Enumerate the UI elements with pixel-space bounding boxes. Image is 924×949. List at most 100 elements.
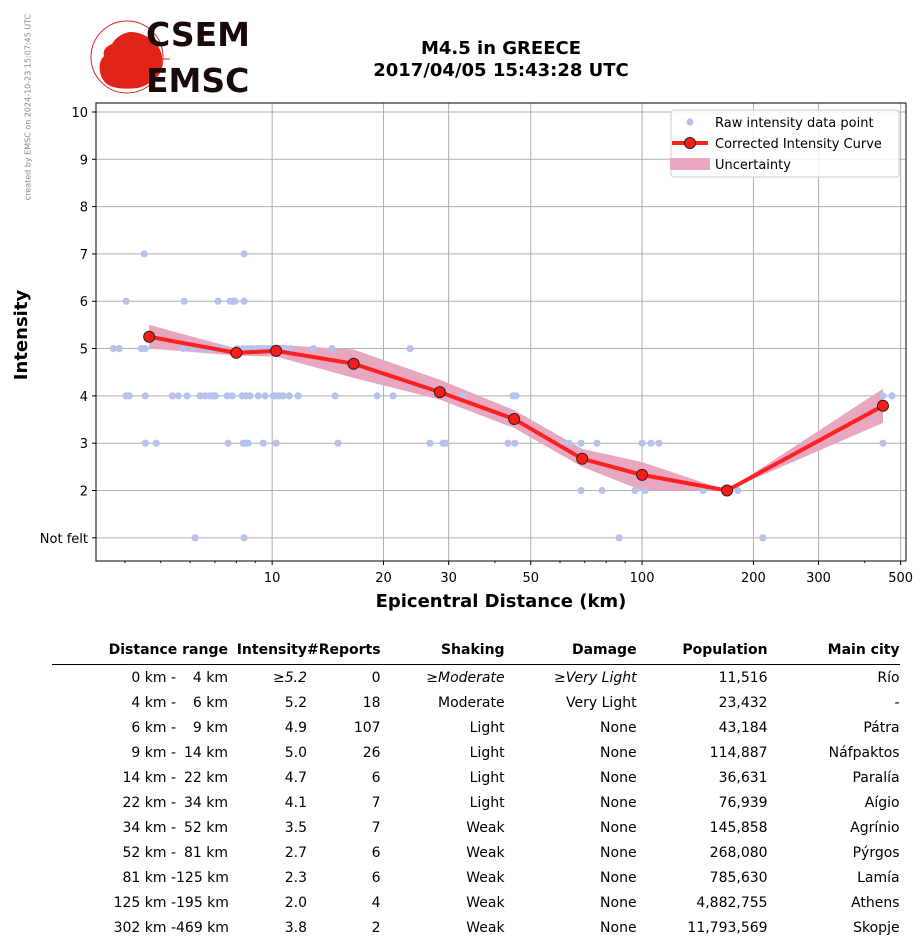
cell-distance-range: 302 km -469 km [52,915,229,940]
curve-marker [721,484,734,497]
cell-shaking: Weak [466,869,505,886]
raw-data-point [211,392,219,400]
table-row: 81 km -125 km 2.3 6 Weak None 785,630 Lamía [52,865,900,890]
x-tick-label: 10 [264,571,281,586]
raw-data-point [246,392,254,400]
cell-intensity: 3.8 [284,919,307,936]
cell-distance-range: 52 km - 81 km [52,840,228,865]
cell-distance-range: 6 km - 9 km [52,715,228,740]
raw-data-point [223,392,231,400]
raw-data-point [261,392,269,400]
raw-data-point [577,439,585,447]
cell-city: Río [877,669,900,686]
cell-shaking: Light [469,794,505,811]
cell-reports: 6 [371,844,381,861]
y-axis-label: Intensity [11,290,32,381]
raw-data-point [244,439,252,447]
raw-data-point [647,439,655,447]
raw-data-point [334,439,342,447]
cell-damage: None [600,819,637,836]
raw-data-point [183,392,191,400]
raw-data-point [389,392,397,400]
raw-data-point [734,486,742,495]
raw-data-point [459,392,467,400]
raw-data-point [641,486,649,495]
range-from: 4 km - [131,694,176,711]
range-from: 9 km - [131,744,176,761]
range-from: 52 km - [122,844,176,861]
x-tick-label: 30 [440,571,457,586]
raw-data-point [196,392,204,400]
raw-data-point [577,486,585,495]
raw-data-point [272,439,280,447]
cell-reports: 6 [371,769,381,786]
cell-shaking: Weak [466,844,505,861]
y-tick-label: 9 [80,153,88,168]
raw-data-point [593,439,601,447]
curve-marker [636,468,649,481]
range-from: 125 km - [113,894,176,911]
range-to: 195 km [176,894,229,911]
cell-shaking: Light [469,769,505,786]
y-tick-label: Not felt [40,532,88,547]
cell-damage: None [600,719,637,736]
raw-data-point [191,534,199,542]
cell-shaking: Moderate [437,694,505,711]
raw-data-point [141,344,149,353]
y-tick-label: 4 [80,390,88,405]
cell-reports: 6 [371,869,381,886]
raw-data-point [328,344,336,353]
cell-distance-range: 125 km -195 km [52,890,229,915]
cell-damage: None [600,894,637,911]
cell-city: Agrínio [850,819,900,836]
column-header: Distance range [52,638,228,665]
cell-damage: Very Light [566,694,637,711]
raw-data-point [201,392,209,400]
raw-data-point [879,392,887,400]
y-tick-label: 8 [80,201,88,216]
column-header: Population [636,638,768,665]
table-row: 6 km - 9 km 4.9 107 Light None 43,184 Pátra [52,715,899,740]
cell-population: 11,516 [718,669,768,686]
column-header: Intensity [228,638,307,665]
table-row: 9 km - 14 km 5.0 26 Light None 114,887 Náfpakto… [52,740,899,765]
raw-data-point [406,344,414,353]
cell-city: Lamía [857,869,900,886]
raw-data-point [879,439,887,447]
cell-reports: 7 [371,819,381,836]
raw-data-point [638,439,646,447]
cell-population: 114,887 [709,744,768,761]
y-tick-label: 7 [80,248,88,263]
raw-data-point [152,439,160,447]
cell-damage: None [600,844,637,861]
raw-data-point [231,297,239,305]
cell-reports: 7 [371,794,381,811]
cell-distance-range: 4 km - 6 km [52,690,228,715]
cell-city: Paralía [852,769,900,786]
x-tick-label: 200 [741,571,766,586]
raw-data-point [504,439,512,447]
raw-data-point [631,486,639,495]
y-tick-label: 10 [71,106,88,121]
cell-population: 36,631 [718,769,768,786]
raw-data-point [109,344,117,353]
raw-data-point [259,439,267,447]
curve-marker [347,357,360,370]
raw-data-point [254,392,262,400]
raw-data-point [598,486,606,495]
raw-data-point [179,344,187,353]
raw-data-point [373,392,381,400]
cell-damage: ≥Very Light [554,669,637,686]
raw-data-point [141,439,149,447]
raw-data-point [759,534,767,542]
legend-uncertainty-swatch [670,158,710,170]
raw-data-point [286,344,294,353]
table-row: 52 km - 81 km 2.7 6 Weak None 268,080 Pýrgos [52,840,899,865]
cell-reports: 4 [371,894,381,911]
cell-intensity: 3.5 [284,819,307,836]
y-tick-label: 5 [80,343,88,358]
cell-population: 145,858 [709,819,768,836]
raw-data-point [174,392,182,400]
raw-data-point [240,534,248,542]
cell-city: Athens [851,894,900,911]
